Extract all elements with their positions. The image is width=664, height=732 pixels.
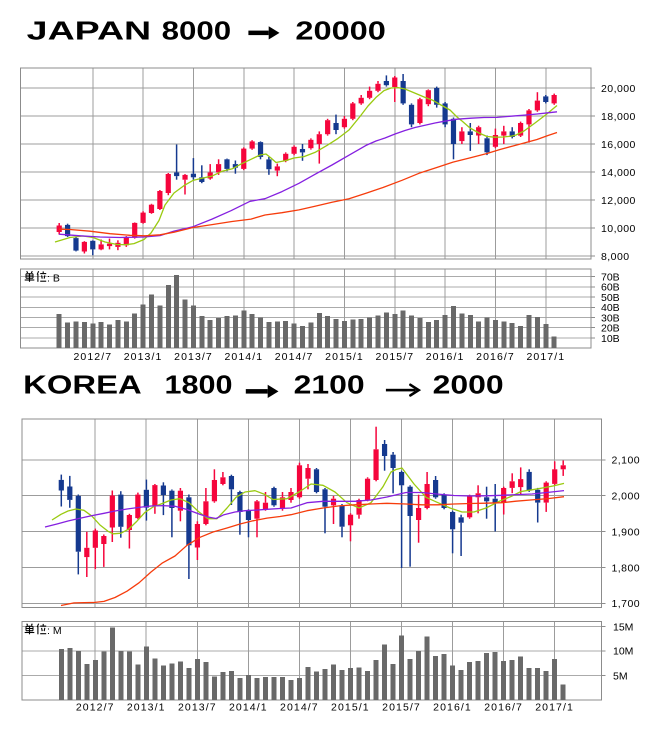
svg-text:12,000: 12,000 [601, 195, 636, 207]
svg-text:2013/7: 2013/7 [178, 702, 217, 714]
svg-text:1,800: 1,800 [612, 562, 641, 574]
svg-text:2017/1: 2017/1 [526, 351, 565, 363]
svg-text:JAPAN: JAPAN [27, 16, 152, 46]
svg-text:10,000: 10,000 [601, 223, 636, 235]
svg-text:: B: : B [47, 273, 60, 285]
svg-text:20,000: 20,000 [601, 83, 636, 95]
svg-text:1,900: 1,900 [612, 526, 641, 538]
svg-text:1800: 1800 [165, 369, 233, 399]
svg-text:2016/1: 2016/1 [433, 702, 472, 714]
svg-text:2100: 2100 [294, 369, 365, 399]
svg-text:5M: 5M [613, 670, 628, 682]
svg-text:: M: : M [47, 625, 62, 637]
svg-text:2017/1: 2017/1 [535, 702, 574, 714]
svg-text:2016/1: 2016/1 [426, 351, 465, 363]
svg-text:16,000: 16,000 [601, 139, 636, 151]
svg-text:14,000: 14,000 [601, 167, 636, 179]
svg-text:2,000: 2,000 [612, 491, 641, 503]
svg-text:50B: 50B [601, 292, 620, 304]
svg-text:2015/7: 2015/7 [375, 351, 414, 363]
svg-text:8,000: 8,000 [601, 251, 630, 263]
svg-text:2016/7: 2016/7 [476, 351, 515, 363]
svg-text:60B: 60B [601, 282, 620, 294]
svg-text:30B: 30B [601, 312, 620, 324]
svg-text:2015/1: 2015/1 [331, 702, 370, 714]
svg-text:2016/7: 2016/7 [484, 702, 523, 714]
svg-text:20000: 20000 [295, 16, 386, 46]
svg-text:KOREA: KOREA [23, 369, 142, 399]
svg-text:2013/7: 2013/7 [174, 351, 213, 363]
svg-text:10M: 10M [613, 646, 633, 658]
svg-text:1,700: 1,700 [612, 598, 641, 610]
svg-text:2013/1: 2013/1 [124, 351, 163, 363]
svg-text:2012/7: 2012/7 [73, 351, 112, 363]
svg-text:10B: 10B [601, 333, 620, 345]
svg-text:2000: 2000 [433, 369, 504, 399]
svg-text:2015/1: 2015/1 [325, 351, 364, 363]
svg-text:70B: 70B [601, 272, 620, 284]
svg-text:2014/7: 2014/7 [275, 351, 314, 363]
svg-text:2013/1: 2013/1 [127, 702, 166, 714]
svg-text:40B: 40B [601, 302, 620, 314]
svg-text:2012/7: 2012/7 [76, 702, 115, 714]
svg-text:20B: 20B [601, 323, 620, 335]
svg-text:18,000: 18,000 [601, 111, 636, 123]
svg-text:2014/1: 2014/1 [224, 351, 263, 363]
svg-text:2014/7: 2014/7 [280, 702, 319, 714]
svg-text:8000: 8000 [162, 16, 232, 46]
svg-text:2014/1: 2014/1 [229, 702, 268, 714]
svg-text:2,100: 2,100 [612, 455, 641, 467]
svg-text:15M: 15M [613, 622, 633, 634]
svg-text:2015/7: 2015/7 [382, 702, 421, 714]
